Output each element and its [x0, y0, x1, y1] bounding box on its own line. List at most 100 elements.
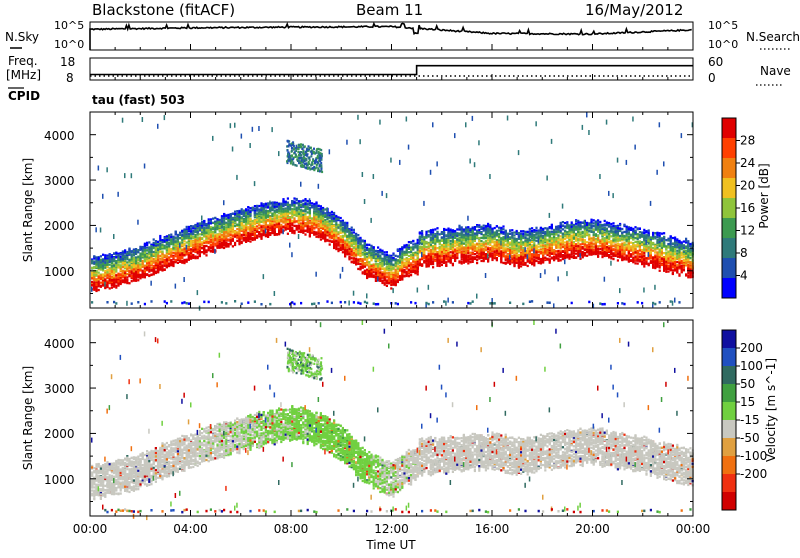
- power-heatmap-pixel-2237: [238, 228, 240, 230]
- power-heatmap-pixel-699: [135, 271, 137, 273]
- power-heatmap-pixel-3556: [326, 207, 328, 212]
- power-heatmap-pixel-832: [144, 255, 146, 257]
- power-heatmap-pixel-1693: [201, 223, 203, 225]
- power-heatmap-pixel-1842: [212, 218, 214, 220]
- power-heatmap-pixel-4225: [370, 258, 372, 260]
- power-heatmap-pixel-4437: [384, 273, 386, 275]
- power-heatmap-pixel-3520: [324, 208, 326, 210]
- power-heatmap-pixel-376: [115, 265, 117, 267]
- freq-tick-bottom: 8: [66, 71, 74, 85]
- power-heatmap-pixel-1977: [221, 246, 223, 248]
- power-heatmap-pixel-3869: [346, 222, 348, 224]
- power-heatmap-pixel-3248: [307, 211, 309, 213]
- power-heatmap-pixel-3933: [351, 244, 353, 246]
- power-heatmap-pixel-4604: [395, 269, 397, 271]
- power-heatmap-pixel-1209: [170, 238, 172, 240]
- power-heatmap-pixel-1941: [219, 239, 221, 241]
- power-heatmap-pixel-4942: [417, 249, 419, 251]
- power-heatmap-pixel-3024: [291, 216, 293, 218]
- power-heatmap-pixel-1415: [183, 277, 185, 282]
- power-heatmap-pixel-2298: [243, 225, 245, 227]
- power-heatmap-pixel-1937: [219, 245, 221, 247]
- power-heatmap-pixel-3688: [335, 244, 337, 246]
- power-heatmap-pixel-2565: [260, 209, 262, 211]
- power-heatmap-pixel-2373: [247, 215, 249, 217]
- power-heatmap-pixel-1792: [208, 226, 210, 228]
- beam-title: Beam 11: [356, 1, 423, 19]
- power-heatmap-pixel-4580: [395, 276, 397, 278]
- power-heatmap-pixel-3788: [342, 248, 344, 250]
- power-heatmap-pixel-3954: [353, 231, 355, 233]
- power-heatmap-pixel-4164: [366, 253, 368, 255]
- power-heatmap-pixel-3719: [337, 224, 339, 226]
- power-heatmap-pixel-495: [122, 276, 124, 278]
- power-heatmap-pixel-590: [128, 259, 130, 261]
- power-heatmap-pixel-2050: [225, 224, 227, 226]
- power-heatmap-pixel-3786: [342, 236, 344, 238]
- power-heatmap-pixel-3866: [346, 250, 348, 252]
- power-heatmap-pixel-1348: [179, 260, 181, 262]
- power-heatmap-pixel-4763: [406, 251, 408, 253]
- power-heatmap-pixel-3155: [300, 182, 302, 187]
- power-heatmap-pixel-2363: [247, 222, 249, 224]
- power-heatmap-pixel-866: [146, 264, 148, 266]
- power-heatmap-pixel-3246: [307, 221, 309, 223]
- power-heatmap-pixel-3617: [331, 237, 333, 239]
- power-heatmap-pixel-1618: [197, 246, 199, 248]
- power-heatmap-pixel-1383: [181, 252, 183, 254]
- power-heatmap-pixel-938: [153, 258, 155, 260]
- power-heatmap-pixel-3757: [340, 274, 342, 279]
- power-heatmap-pixel-802: [142, 117, 144, 122]
- power-heatmap-pixel-4054: [359, 237, 361, 239]
- power-heatmap-pixel-1234: [172, 265, 174, 267]
- power-heatmap-pixel-2893: [282, 220, 284, 222]
- power-heatmap-pixel-4916: [417, 239, 419, 241]
- power-heatmap-pixel-4094: [362, 267, 364, 269]
- power-heatmap-pixel-1823: [210, 247, 212, 249]
- power-heatmap-pixel-153: [100, 285, 102, 287]
- power-heatmap-pixel-96: [95, 287, 97, 289]
- power-heatmap-pixel-4625: [397, 255, 399, 257]
- power-heatmap-pixel-735: [137, 270, 139, 272]
- power-heatmap-pixel-3070: [296, 207, 298, 209]
- power-heatmap-pixel-4055: [359, 255, 361, 257]
- power-heatmap-pixel-2151: [232, 147, 234, 152]
- power-heatmap-pixel-3365: [315, 236, 317, 238]
- power-heatmap-pixel-4677: [399, 251, 401, 253]
- power-heatmap-pixel-2275: [241, 134, 243, 139]
- power-heatmap-pixel-4719: [401, 270, 403, 272]
- power-heatmap-pixel-1985: [223, 247, 225, 249]
- power-heatmap-pixel-4046: [359, 258, 361, 260]
- power-heatmap-pixel-2115: [230, 240, 232, 242]
- power-heatmap-pixel-252: [106, 256, 108, 258]
- power-heatmap-pixel-93: [95, 263, 97, 265]
- power-heatmap-pixel-1850: [212, 222, 214, 224]
- power-heatmap-pixel-1006: [155, 258, 157, 260]
- power-heatmap-pixel-161: [100, 228, 102, 233]
- power-heatmap-pixel-3693: [335, 232, 337, 234]
- power-heatmap-pixel-784: [142, 266, 144, 268]
- power-heatmap-pixel-2270: [241, 227, 243, 229]
- power-heatmap-pixel-1028: [157, 244, 159, 246]
- power-heatmap-pixel-3219: [304, 203, 306, 205]
- power-heatmap-pixel-2624: [265, 214, 267, 216]
- power-heatmap-pixel-1548: [192, 225, 194, 227]
- power-heatmap-pixel-1342: [179, 254, 181, 256]
- power-heatmap-pixel-3112: [298, 200, 300, 202]
- power-heatmap-pixel-2770: [274, 291, 276, 296]
- power-heatmap-pixel-1284: [175, 233, 177, 235]
- power-heatmap-pixel-2018: [223, 243, 225, 245]
- power-heatmap-pixel-1293: [175, 284, 177, 289]
- power-heatmap-pixel-298: [111, 287, 113, 289]
- power-heatmap-pixel-662: [133, 250, 135, 252]
- power-heatmap-pixel-1524: [190, 230, 192, 232]
- power-heatmap-pixel-104: [98, 272, 100, 274]
- power-heatmap-pixel-247: [106, 263, 108, 265]
- power-heatmap-pixel-2662: [267, 215, 269, 217]
- power-heatmap-pixel-1576: [194, 257, 196, 259]
- power-heatmap-pixel-426: [117, 280, 119, 282]
- power-heatmap-pixel-158: [100, 266, 102, 268]
- power-heatmap-pixel-1727: [203, 252, 205, 254]
- power-heatmap-pixel-4005: [355, 245, 357, 247]
- power-heatmap-pixel-1065: [159, 258, 161, 260]
